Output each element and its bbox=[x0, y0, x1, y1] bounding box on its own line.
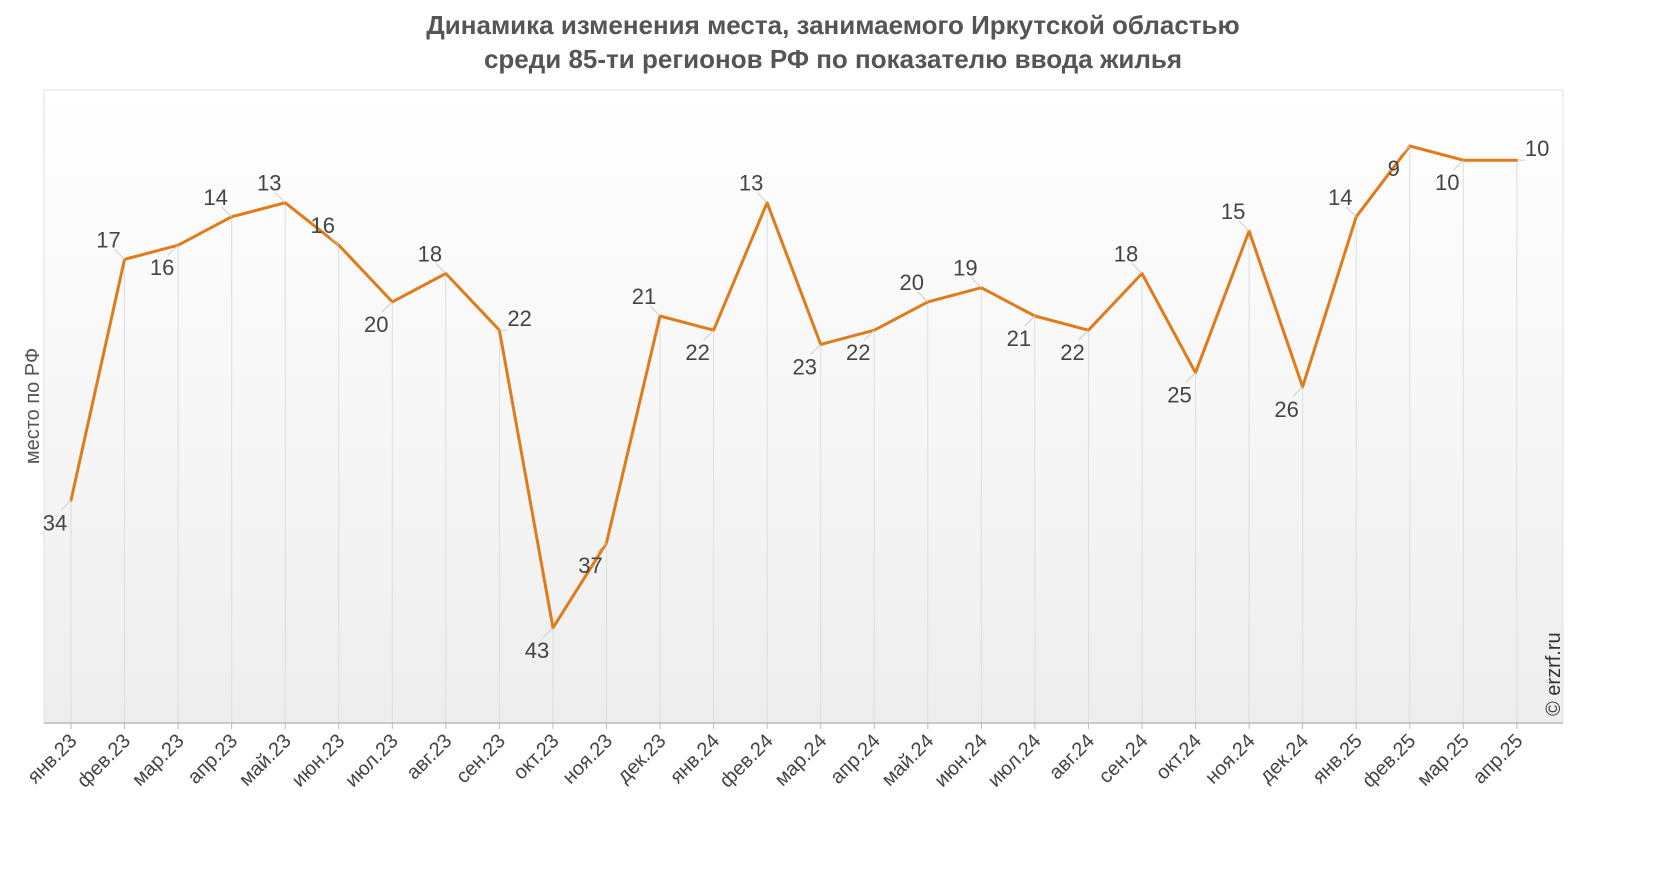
x-tick-label: янв.25 bbox=[1309, 730, 1367, 788]
data-label: 22 bbox=[846, 340, 870, 365]
x-tick-label: апр.23 bbox=[184, 730, 243, 789]
data-label-leader bbox=[274, 192, 286, 204]
data-label-leader bbox=[435, 263, 447, 274]
x-tick-label: янв.23 bbox=[23, 730, 81, 788]
x-tick-label: окт.24 bbox=[1152, 730, 1206, 784]
data-label: 25 bbox=[1167, 383, 1191, 408]
plot-background bbox=[43, 89, 1564, 724]
x-tick-label: мар.25 bbox=[1413, 730, 1474, 791]
x-tick-label: дек.24 bbox=[1256, 730, 1314, 788]
x-tick-label: авг.23 bbox=[402, 730, 456, 784]
data-label-leader bbox=[1238, 220, 1250, 232]
data-label-leader bbox=[917, 291, 929, 303]
data-label-leader bbox=[381, 301, 393, 313]
data-label: 14 bbox=[203, 185, 227, 210]
data-label-leader bbox=[1131, 263, 1143, 274]
data-label: 15 bbox=[1221, 199, 1245, 224]
x-tick-label: июл.23 bbox=[341, 730, 403, 792]
data-label: 21 bbox=[1007, 326, 1031, 351]
x-tick-label: ноя.24 bbox=[1201, 730, 1260, 789]
chart-title-line-1: Динамика изменения места, занимаемого Ир… bbox=[426, 10, 1240, 40]
data-label: 19 bbox=[953, 256, 977, 281]
data-label-leader bbox=[649, 305, 661, 317]
x-tick-label: ноя.23 bbox=[558, 730, 617, 789]
data-label-leader bbox=[1292, 386, 1304, 398]
y-axis-label: место по РФ bbox=[22, 348, 44, 464]
chart-title-line-2: среди 85-ти регионов РФ по показателю вв… bbox=[483, 44, 1183, 74]
x-tick-label: фев.23 bbox=[73, 730, 135, 792]
data-label: 43 bbox=[525, 638, 549, 663]
x-tick-label: апр.25 bbox=[1469, 730, 1528, 789]
data-label: 16 bbox=[150, 255, 174, 280]
data-label-leader bbox=[542, 627, 554, 639]
data-label-leader bbox=[1452, 159, 1464, 171]
data-label: 22 bbox=[685, 340, 709, 365]
data-label-leader bbox=[756, 192, 768, 204]
chart-title: Динамика изменения места, занимаемого Ир… bbox=[0, 8, 1666, 76]
data-label: 16 bbox=[311, 213, 335, 238]
data-label: 13 bbox=[257, 171, 281, 196]
data-label: 34 bbox=[43, 510, 67, 535]
credit-label: © erzrf.ru bbox=[1543, 632, 1565, 716]
data-label-leader bbox=[1078, 329, 1089, 341]
data-label: 10 bbox=[1525, 136, 1549, 161]
data-label: 20 bbox=[364, 312, 388, 337]
x-tick-label: июн.24 bbox=[930, 730, 992, 792]
data-label: 13 bbox=[739, 171, 763, 196]
data-label-leader bbox=[1185, 372, 1196, 384]
data-label-leader bbox=[863, 329, 875, 341]
data-label: 22 bbox=[1060, 340, 1084, 365]
x-tick-label: апр.24 bbox=[826, 730, 885, 789]
data-label-leader bbox=[1399, 145, 1411, 157]
data-label: 22 bbox=[507, 306, 531, 331]
x-tick-label: фев.24 bbox=[715, 730, 777, 792]
x-tick-label: июн.23 bbox=[288, 730, 350, 792]
x-tick-label: янв.24 bbox=[666, 730, 724, 788]
gridlines bbox=[70, 146, 1518, 723]
x-tick-label: май.24 bbox=[878, 730, 939, 791]
data-label: 14 bbox=[1328, 185, 1352, 210]
data-label: 9 bbox=[1388, 156, 1400, 181]
x-tick-label: дек.23 bbox=[613, 730, 671, 788]
x-tick-label: мар.23 bbox=[128, 730, 189, 791]
data-label-leader bbox=[60, 499, 72, 511]
x-tick-label: май.23 bbox=[235, 730, 296, 791]
x-axis-ticks: янв.23фев.23мар.23апр.23май.23июн.23июл.… bbox=[23, 723, 1527, 792]
x-tick-label: фев.25 bbox=[1358, 730, 1420, 792]
x-tick-label: сен.23 bbox=[452, 730, 510, 788]
data-label-leader bbox=[810, 344, 822, 355]
x-tick-label: мар.24 bbox=[771, 730, 832, 791]
data-label: 18 bbox=[1114, 242, 1138, 267]
x-tick-label: окт.23 bbox=[509, 730, 563, 784]
x-tick-label: июл.24 bbox=[984, 730, 1046, 792]
x-tick-label: авг.24 bbox=[1045, 730, 1099, 784]
data-label: 17 bbox=[96, 227, 120, 252]
data-label-leader bbox=[596, 542, 607, 554]
data-label-leader bbox=[328, 234, 340, 246]
x-tick-label: сен.24 bbox=[1095, 730, 1153, 788]
data-label-leader bbox=[114, 249, 125, 260]
data-label: 10 bbox=[1435, 170, 1459, 195]
data-label: 37 bbox=[578, 553, 602, 578]
data-label: 18 bbox=[418, 242, 442, 267]
data-label: 23 bbox=[792, 354, 816, 379]
data-label: 21 bbox=[632, 284, 656, 309]
data-labels: 34 17 16 14 13 16 20 18 22 43 37 21 22 13 23 22 20 19 21 22… bbox=[43, 136, 1550, 663]
data-label-leader bbox=[167, 244, 179, 256]
data-label-leader bbox=[703, 329, 714, 341]
data-label: 20 bbox=[900, 270, 924, 295]
data-label-leader bbox=[1024, 315, 1036, 327]
data-label: 26 bbox=[1274, 397, 1298, 422]
data-label-leader bbox=[1345, 206, 1357, 218]
data-label-leader bbox=[970, 277, 982, 289]
data-label-leader bbox=[221, 206, 233, 218]
series-line bbox=[69, 144, 1519, 630]
